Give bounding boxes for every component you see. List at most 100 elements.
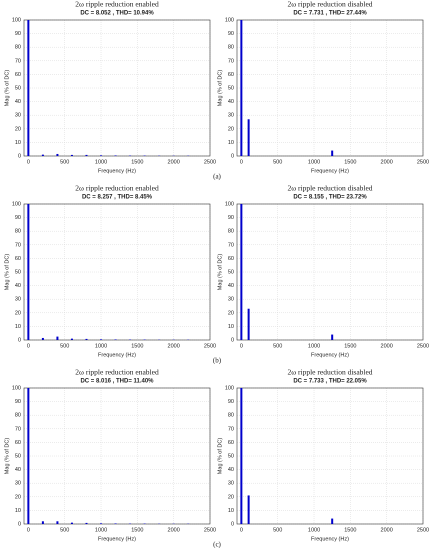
y-tick-label: 100 [225,17,234,23]
y-tick-label: 20 [15,494,21,500]
x-tick-label: 2000 [381,527,393,533]
y-tick-label: 50 [15,453,21,459]
x-tick-label: 500 [60,527,69,533]
y-tick-label: 80 [228,229,234,235]
y-tick-label: 20 [228,494,234,500]
bar [240,20,243,156]
x-tick-label: 1500 [131,343,143,349]
y-tick-label: 50 [228,269,234,275]
y-tick-label: 50 [228,453,234,459]
x-axis-label: Frequency (Hz) [311,352,349,358]
x-axis-label: Frequency (Hz) [98,168,136,174]
plot-frame [23,387,211,525]
x-tick-label: 2000 [168,159,180,165]
bar [27,204,30,340]
y-tick-label: 80 [15,45,21,51]
bar [56,153,59,156]
y-tick-label: 40 [15,467,21,473]
x-tick-label: 1000 [95,343,107,349]
y-tick-label: 50 [15,85,21,91]
x-tick-label: 1500 [344,159,356,165]
x-tick-label: 500 [273,527,282,533]
x-tick-label: 0 [27,527,30,533]
y-tick-label: 40 [228,283,234,289]
bar [100,339,103,340]
y-tick-label: 20 [15,126,21,132]
chart-title: 2ω ripple reduction enabled [75,368,159,377]
x-tick-label: 1000 [308,343,320,349]
y-tick-label: 60 [15,256,21,262]
x-tick-label: 2500 [417,159,429,165]
x-tick-label: 1500 [131,527,143,533]
chart-title: 2ω ripple reduction enabled [75,0,159,9]
y-tick-label: 80 [15,413,21,419]
y-tick-label: 0 [18,153,21,159]
chart-subtitle: DC = 7.733 , THD= 22.05% [293,379,367,385]
chart-title: 2ω ripple reduction disabled [287,368,372,377]
chart-title: 2ω ripple reduction disabled [287,184,372,193]
x-tick-label: 0 [240,343,243,349]
bar [114,339,117,340]
x-tick-label: 1000 [308,159,320,165]
x-tick-label: 1500 [344,343,356,349]
y-tick-label: 90 [228,399,234,405]
bar [85,154,88,156]
bar [100,523,103,524]
y-axis-label: Mag (% of DC) [4,438,10,475]
x-tick-label: 500 [60,159,69,165]
y-tick-label: 40 [228,99,234,105]
y-tick-label: 60 [228,256,234,262]
y-tick-label: 40 [228,467,234,473]
x-tick-label: 1000 [95,159,107,165]
x-tick-label: 2000 [381,159,393,165]
bar [85,522,88,524]
y-tick-label: 70 [15,426,21,432]
panel-label: (c) [213,541,221,549]
y-tick-label: 90 [15,31,21,37]
bar [247,308,250,340]
x-axis-label: Frequency (Hz) [98,352,136,358]
y-tick-label: 30 [15,113,21,119]
y-tick-label: 70 [15,242,21,248]
bar [85,338,88,340]
chart-subtitle: DC = 7.731 , THD= 27.44% [293,11,367,17]
y-tick-label: 60 [15,72,21,78]
plot-frame [236,387,424,525]
bar [70,522,73,524]
y-tick-label: 30 [228,481,234,487]
y-tick-label: 0 [231,153,234,159]
chart-subtitle: DC = 8.155 , THD= 23.72% [293,195,367,201]
y-tick-label: 50 [228,85,234,91]
bar [240,388,243,524]
chart-subtitle: DC = 8.016 , THD= 11.40% [80,379,154,385]
plot-frame [23,19,211,157]
y-tick-label: 20 [228,310,234,316]
x-tick-label: 0 [240,159,243,165]
x-axis-label: Frequency (Hz) [311,168,349,174]
y-tick-label: 40 [15,99,21,105]
y-tick-label: 30 [228,113,234,119]
x-tick-label: 1500 [131,159,143,165]
chart-subtitle: DC = 8.257 , THD= 8.45% [82,195,153,201]
bar [27,388,30,524]
y-tick-label: 70 [228,242,234,248]
x-axis-label: Frequency (Hz) [98,536,136,542]
panel-label: (b) [213,357,222,365]
y-tick-label: 80 [228,413,234,419]
bar [41,521,44,524]
y-tick-label: 70 [228,426,234,432]
y-tick-label: 10 [15,508,21,514]
bar [114,523,117,524]
bar [41,154,44,156]
y-tick-label: 40 [15,283,21,289]
bar [240,204,243,340]
y-axis-label: Mag (% of DC) [4,254,10,291]
y-tick-label: 10 [228,324,234,330]
x-tick-label: 500 [60,343,69,349]
y-tick-label: 90 [228,215,234,221]
y-tick-label: 20 [228,126,234,132]
x-tick-label: 2000 [168,343,180,349]
panel-label: (a) [213,173,221,181]
x-tick-label: 2500 [417,527,429,533]
y-tick-label: 10 [228,140,234,146]
